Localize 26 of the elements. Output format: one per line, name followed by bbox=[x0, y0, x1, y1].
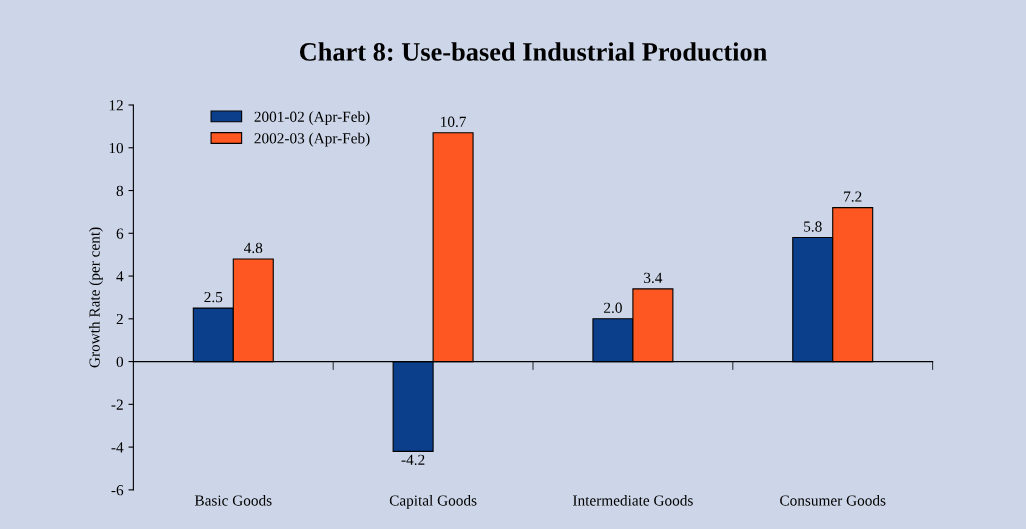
y-tick-label: 6 bbox=[116, 228, 124, 239]
data-label: -4.2 bbox=[401, 454, 425, 465]
y-tick-label: 0 bbox=[116, 356, 124, 368]
data-label: 4.8 bbox=[244, 242, 263, 254]
y-tick-label: 2 bbox=[116, 313, 123, 325]
y-tick-label: -6 bbox=[111, 485, 124, 496]
data-label: 5.8 bbox=[804, 221, 822, 232]
data-label: 2.0 bbox=[604, 302, 622, 313]
y-tick-label: 4 bbox=[116, 271, 124, 282]
y-tick-label: -2 bbox=[111, 399, 123, 410]
y-tick-label: -4 bbox=[111, 442, 124, 453]
y-tick-label: 12 bbox=[109, 100, 123, 111]
chart-title: Chart 8: Use-based Industrial Production bbox=[299, 42, 767, 61]
x-tick-label: Basic Goods bbox=[194, 494, 272, 506]
data-label: 2.5 bbox=[204, 291, 223, 303]
x-tick-label: Consumer Goods bbox=[780, 494, 886, 506]
data-label: 7.2 bbox=[844, 191, 862, 202]
x-tick-label: Intermediate Goods bbox=[573, 494, 693, 506]
legend-label: 2002-03 (Apr-Feb) bbox=[254, 132, 370, 147]
x-tick-label: Capital Goods bbox=[389, 494, 477, 509]
legend-label: 2001-02 (Apr-Feb) bbox=[254, 111, 370, 126]
y-tick-label: 10 bbox=[109, 142, 124, 154]
y-axis-title: Growth Rate (per cent) bbox=[88, 227, 103, 368]
data-label: 10.7 bbox=[441, 116, 467, 127]
y-tick-label: 8 bbox=[116, 185, 124, 196]
data-label: 3.4 bbox=[644, 272, 663, 284]
